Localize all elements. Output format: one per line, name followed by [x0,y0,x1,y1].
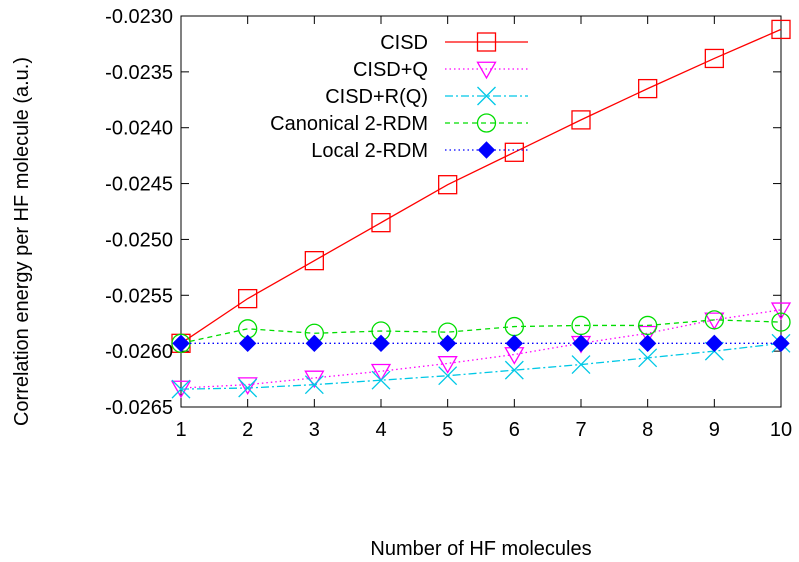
data-point-cisd [304,251,324,271]
data-point-local-2-rdm [372,334,390,353]
x-tick-label: 8 [642,419,653,441]
y-tick-label: -0.0250 [105,229,173,251]
data-point-cisd-r-q [304,375,324,395]
data-point-cisd-r-q [438,366,458,386]
data-point-local-2-rdm [238,334,257,353]
legend-item-local-2-rdm: Local 2-RDM [311,140,528,162]
legend-marker [477,86,496,106]
series-canonical-2-rdm [171,310,791,353]
series-cisd-q [170,302,792,399]
legend-label: CISD+R(Q) [325,86,428,108]
data-point-canonical-2-rdm [771,312,791,332]
legend-item-cisd: CISD [380,32,528,54]
series-cisd-r-q [171,333,791,399]
y-tick-label: -0.0260 [105,341,173,363]
data-point-cisd-q [770,302,792,321]
series-line-cisd-q [180,309,782,389]
data-point-cisd [638,78,658,99]
data-point-cisd-r-q [171,379,191,399]
legend-item-canonical-2-rdm: Canonical 2-RDM [270,113,528,135]
y-tick-label: -0.0245 [105,174,173,196]
data-point-local-2-rdm [505,334,524,353]
legend-item-cisd-q: CISD+Q [353,59,528,81]
x-tick-label: 3 [309,419,320,441]
y-tick-label: -0.0230 [105,6,173,28]
legend-label: Canonical 2-RDM [270,113,428,135]
y-tick-label: -0.0265 [105,397,173,419]
data-point-cisd-q [704,312,725,331]
data-point-local-2-rdm [638,334,657,353]
data-point-cisd-r-q [638,348,658,368]
data-point-cisd-r-q [238,378,258,398]
x-tick-label: 9 [709,419,720,441]
data-point-cisd-q [637,325,658,344]
x-axis-title: Number of HF molecules [370,538,591,560]
y-tick-label: -0.0255 [105,285,173,307]
data-point-cisd [504,142,524,162]
series-line-cisd [180,28,782,344]
series-line-cisd-r-q [180,342,782,390]
legend-marker [476,61,497,80]
data-point-local-2-rdm [572,334,590,353]
data-point-cisd [704,48,724,69]
data-point-cisd-q [237,377,258,395]
data-point-cisd [571,110,591,130]
x-tick-label: 4 [375,419,386,441]
plot-frame [180,15,782,408]
legend-label: CISD+Q [353,59,428,81]
data-point-cisd-r-q [371,370,391,390]
y-axis-title: Correlation energy per HF molecule (a.u.… [11,57,33,426]
y-tick-label: -0.0240 [105,118,173,140]
data-point-cisd-q [437,356,458,374]
series-local-2-rdm [172,334,790,353]
data-point-cisd-q [304,370,325,389]
data-point-local-2-rdm [705,334,724,353]
data-point-cisd [238,288,258,309]
data-point-canonical-2-rdm [704,310,724,330]
x-tick-label: 1 [175,419,186,441]
legend-label: CISD [380,32,428,54]
legend-item-cisd-r-q: CISD+R(Q) [325,86,528,108]
data-point-cisd [371,213,391,233]
x-tick-label: 6 [509,419,520,441]
legend-marker [477,141,496,159]
x-tick-label: 10 [770,419,792,441]
data-point-canonical-2-rdm [638,315,658,336]
data-point-local-2-rdm [438,334,457,353]
data-point-cisd-q [370,363,392,382]
series-cisd [171,19,791,353]
data-point-local-2-rdm [305,334,324,353]
data-point-canonical-2-rdm [571,315,591,336]
y-tick-label: -0.0235 [105,62,173,84]
data-point-cisd-r-q [504,360,524,380]
data-point-cisd [438,175,458,195]
legend-label: Local 2-RDM [311,140,428,162]
x-tick-label: 2 [242,419,253,441]
data-point-cisd-r-q [571,355,591,375]
data-point-local-2-rdm [772,334,790,353]
series-line-canonical-2-rdm [180,319,782,344]
data-point-cisd [771,19,791,40]
data-point-local-2-rdm [172,334,190,353]
x-tick-label: 7 [575,419,586,441]
legend-marker [476,113,497,133]
x-tick-label: 5 [442,419,453,441]
legend-marker [476,32,497,52]
